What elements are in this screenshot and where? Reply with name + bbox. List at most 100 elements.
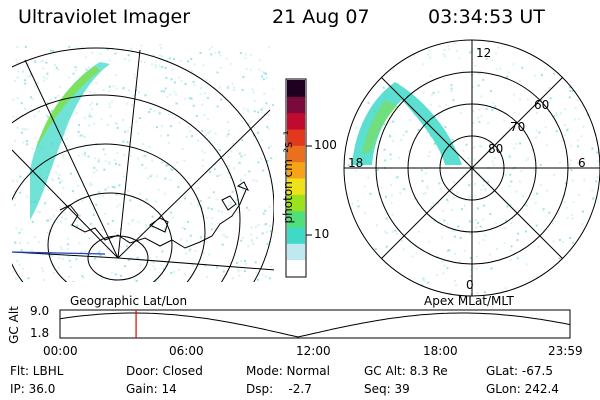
emission-pixel: [224, 235, 227, 238]
emission-pixel: [97, 160, 100, 163]
mlat-label-60: 60: [534, 98, 550, 112]
mlat-label-70: 70: [510, 120, 526, 134]
emission-pixel: [108, 90, 111, 93]
emission-pixel: [207, 196, 210, 199]
emission-pixel: [65, 144, 68, 147]
polar-mlt-panel: [343, 39, 600, 297]
emission-pixel: [432, 91, 435, 94]
emission-pixel: [264, 209, 267, 212]
emission-pixel: [570, 169, 573, 172]
emission-pixel: [477, 221, 480, 224]
emission-pixel: [571, 90, 574, 93]
emission-pixel: [483, 291, 486, 294]
emission-pixel: [130, 220, 133, 223]
colorbar-swatch: [287, 259, 305, 277]
emission-pixel: [521, 66, 524, 69]
emission-pixel: [21, 131, 24, 134]
emission-pixel: [249, 68, 252, 71]
emission-pixel: [188, 250, 191, 253]
emission-pixel: [483, 180, 486, 183]
mlt-label-12: 12: [476, 46, 492, 60]
emission-pixel: [249, 53, 252, 56]
emission-pixel: [170, 78, 173, 81]
emission-pixel: [99, 52, 102, 55]
emission-pixel: [390, 202, 393, 205]
emission-pixel: [239, 185, 242, 188]
emission-pixel: [153, 261, 156, 264]
emission-pixel: [164, 87, 167, 90]
emission-pixel: [351, 99, 354, 102]
colorbar-unit-label: photon cm⁻²s⁻¹: [281, 130, 295, 224]
emission-pixel: [66, 243, 69, 246]
emission-pixel: [84, 152, 87, 155]
emission-pixel: [72, 72, 75, 75]
emission-pixel: [266, 159, 269, 162]
emission-pixel: [189, 130, 192, 133]
emission-pixel: [364, 71, 367, 74]
emission-pixel: [42, 76, 45, 79]
emission-pixel: [164, 66, 167, 69]
emission-pixel: [346, 109, 349, 112]
emission-pixel: [169, 125, 172, 128]
emission-pixel: [380, 277, 383, 280]
emission-pixel: [209, 130, 212, 133]
emission-pixel: [83, 117, 86, 120]
emission-pixel: [116, 122, 119, 125]
emission-pixel: [512, 289, 515, 292]
emission-pixel: [520, 44, 523, 47]
emission-pixel: [250, 233, 253, 236]
emission-pixel: [135, 279, 138, 282]
emission-pixel: [49, 218, 52, 221]
emission-pixel: [93, 91, 96, 94]
emission-pixel: [19, 241, 22, 244]
emission-pixel: [138, 91, 141, 94]
emission-pixel: [539, 164, 542, 167]
emission-pixel: [524, 230, 527, 233]
emission-pixel: [495, 222, 498, 225]
emission-pixel: [93, 122, 96, 125]
emission-pixel: [533, 169, 536, 172]
emission-pixel: [155, 175, 158, 178]
emission-pixel: [58, 256, 61, 259]
emission-pixel: [265, 223, 268, 226]
emission-pixel: [16, 76, 19, 79]
dayside-terminator-line: [12, 251, 106, 255]
emission-pixel: [585, 59, 588, 62]
emission-pixel: [451, 189, 454, 192]
emission-pixel: [114, 122, 117, 125]
emission-pixel: [75, 112, 78, 115]
emission-pixel: [257, 131, 260, 134]
emission-pixel: [537, 245, 540, 248]
emission-pixel: [253, 126, 256, 129]
emission-pixel: [427, 155, 430, 158]
emission-pixel: [67, 255, 70, 258]
emission-pixel: [386, 268, 389, 271]
emission-pixel: [187, 60, 190, 63]
emission-pixel: [566, 217, 569, 220]
emission-pixel: [452, 181, 455, 184]
emission-pixel: [54, 96, 57, 99]
emission-pixel: [193, 63, 196, 66]
emission-pixel: [424, 192, 427, 194]
emission-pixel: [241, 88, 244, 91]
emission-pixel: [400, 139, 403, 142]
emission-pixel: [387, 49, 390, 52]
emission-pixel: [261, 232, 264, 235]
emission-pixel: [81, 153, 84, 156]
emission-pixel: [535, 275, 538, 278]
emission-pixel: [591, 147, 594, 150]
emission-pixel: [232, 86, 235, 89]
emission-pixel: [392, 68, 395, 71]
emission-pixel: [76, 184, 79, 187]
emission-pixel: [125, 102, 128, 105]
emission-pixel: [162, 268, 165, 271]
emission-pixel: [525, 159, 528, 162]
emission-pixel: [215, 198, 218, 201]
emission-pixel: [545, 144, 548, 147]
emission-pixel: [252, 179, 255, 182]
emission-pixel: [150, 260, 153, 263]
emission-pixel: [37, 241, 40, 244]
apex-panel-label: Apex MLat/MLT: [424, 294, 514, 308]
emission-pixel: [237, 268, 240, 271]
emission-pixel: [139, 263, 142, 266]
